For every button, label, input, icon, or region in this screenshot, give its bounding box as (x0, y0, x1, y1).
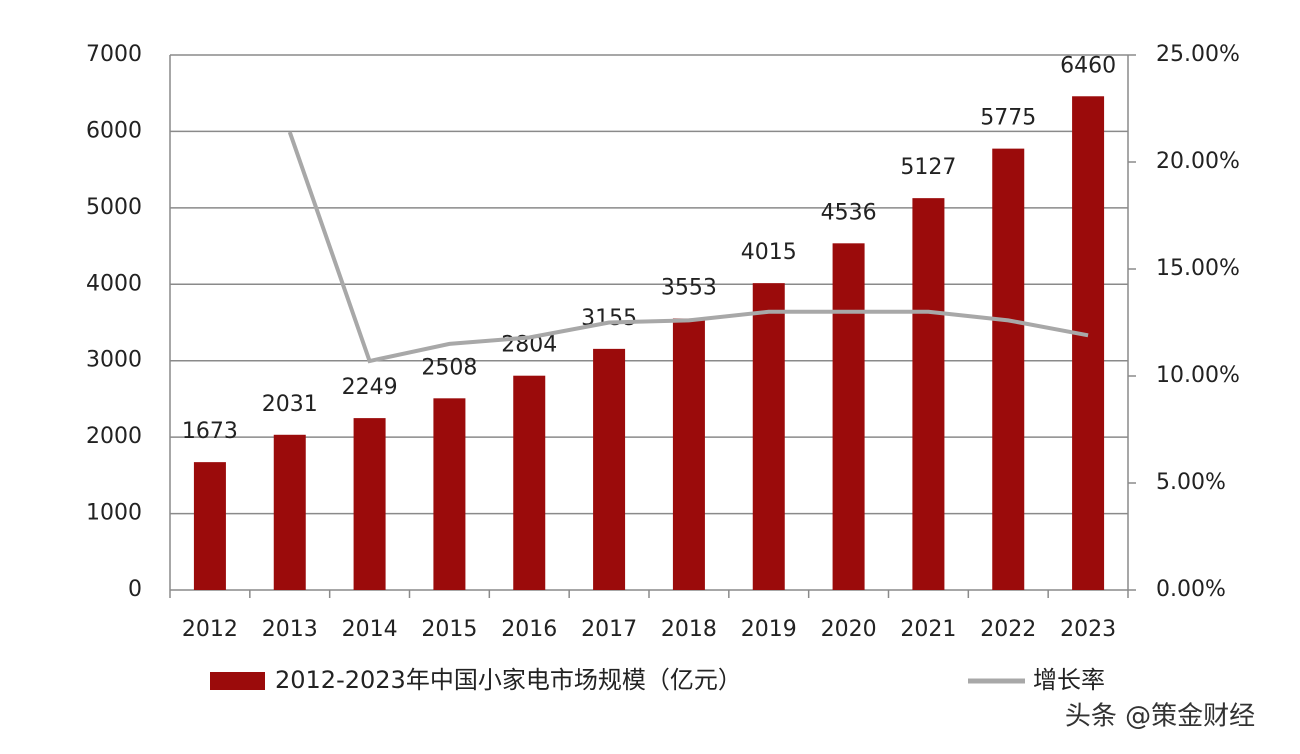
bar (992, 148, 1025, 590)
y-tick-label: 2000 (86, 424, 142, 449)
x-tick-label: 2012 (182, 617, 238, 642)
y2-tick-label: 20.00% (1156, 149, 1240, 174)
data-label: 5775 (980, 106, 1036, 131)
y-tick-label: 1000 (86, 501, 142, 526)
x-tick-label: 2019 (741, 617, 797, 642)
bar (433, 398, 466, 590)
bar (912, 198, 945, 591)
legend-label: 增长率 (1033, 666, 1105, 694)
legend-swatch (210, 672, 265, 690)
x-tick-label: 2015 (421, 617, 477, 642)
y2-tick-label: 10.00% (1156, 363, 1240, 388)
x-tick-label: 2022 (980, 617, 1036, 642)
bar (273, 434, 306, 590)
bar (1072, 96, 1105, 591)
bar (672, 318, 705, 590)
data-label: 4015 (741, 240, 797, 265)
bar (593, 348, 626, 590)
y2-tick-label: 25.00% (1156, 42, 1240, 67)
bar (193, 462, 226, 590)
data-label: 6460 (1060, 53, 1116, 78)
legend-label: 2012-2023年中国小家电市场规模（亿元） (275, 666, 742, 694)
data-label: 2249 (342, 375, 398, 400)
data-label: 2031 (262, 392, 318, 417)
bar (513, 375, 546, 590)
y2-tick-label: 15.00% (1156, 256, 1240, 281)
x-tick-label: 2013 (262, 617, 318, 642)
x-tick-label: 2018 (661, 617, 717, 642)
x-tick-label: 2023 (1060, 617, 1116, 642)
bar (752, 283, 785, 590)
y-tick-label: 6000 (86, 118, 142, 143)
y-tick-label: 7000 (86, 42, 142, 67)
watermark: 头条 @策金财经 (1065, 702, 1255, 732)
data-label: 1673 (182, 419, 238, 444)
x-tick-label: 2017 (581, 617, 637, 642)
y-tick-label: 0 (128, 577, 142, 602)
line (287, 131, 1089, 364)
x-tick-label: 2016 (501, 617, 557, 642)
x-tick-label: 2021 (900, 617, 956, 642)
data-label: 5127 (900, 155, 956, 180)
data-label: 3553 (661, 275, 717, 300)
y-tick-label: 4000 (86, 271, 142, 296)
y-tick-label: 3000 (86, 348, 142, 373)
x-tick-label: 2014 (342, 617, 398, 642)
y2-tick-label: 0.00% (1156, 577, 1226, 602)
data-label: 4536 (821, 200, 877, 225)
x-tick-label: 2020 (821, 617, 877, 642)
bar (353, 418, 386, 590)
y2-tick-label: 5.00% (1156, 470, 1226, 495)
data-label: 2508 (421, 355, 477, 380)
y-tick-label: 5000 (86, 195, 142, 220)
bar (832, 243, 865, 590)
